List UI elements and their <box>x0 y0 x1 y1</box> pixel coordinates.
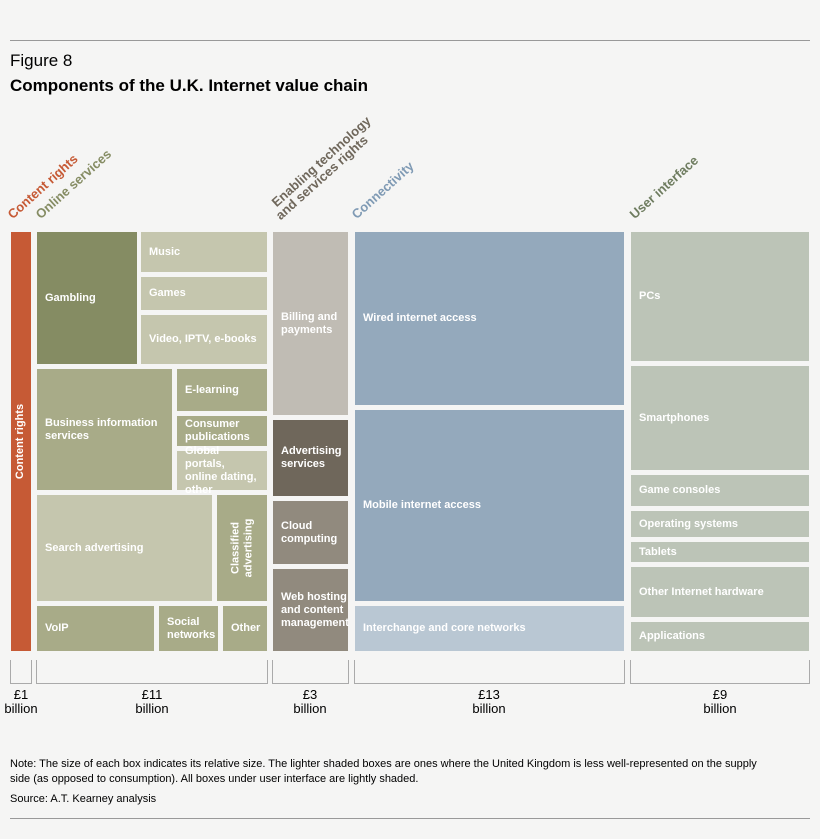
top-rule <box>10 40 810 41</box>
box-label: Content rights <box>14 403 27 480</box>
box: Search advertising <box>36 494 213 602</box>
box: Global portals, online dating, other <box>176 445 268 496</box>
column-header: Connectivity <box>348 158 417 222</box>
box: Content rights <box>10 231 32 652</box>
box: Mobile internet access <box>354 409 625 602</box>
box-label: Music <box>149 245 181 258</box>
box: Other <box>222 605 268 652</box>
column-total: £13 <box>478 687 500 702</box>
box-label: Other Internet hardware <box>639 585 764 598</box>
column-total: billion <box>4 701 38 716</box>
column-header: Enabling technology <box>268 113 374 210</box>
bracket <box>354 660 625 684</box>
box-label: Billing and payments <box>281 310 338 336</box>
column-total: billion <box>293 701 327 716</box>
box-label: PCs <box>639 290 661 302</box>
box-label: Games <box>149 287 186 299</box>
box: Web hosting and content management <box>272 568 349 652</box>
box-label: Consumer publications <box>185 418 250 443</box>
box: Interchange and core networks <box>354 605 625 652</box>
box: Smartphones <box>630 365 810 471</box>
figure-label: Figure 8 <box>10 51 73 70</box>
box-label: Web hosting and content management <box>281 590 349 629</box>
column-total: billion <box>472 701 506 716</box>
box: Cloud computing <box>272 500 349 565</box>
box: Wired internet access <box>354 231 625 406</box>
box-label: E-learning <box>185 383 239 396</box>
box: Video, IPTV, e-books <box>140 314 268 365</box>
box-label: Business information services <box>45 416 158 442</box>
bottom-rule <box>10 818 810 819</box>
bracket <box>630 660 810 684</box>
box: Consumer publications <box>176 415 268 447</box>
box: Applications <box>630 621 810 652</box>
column-total: billion <box>703 701 737 716</box>
title: Components of the U.K. Internet value ch… <box>10 76 368 95</box>
box-label: Applications <box>639 630 706 642</box>
box-label: Video, IPTV, e-books <box>149 333 257 345</box>
box: VoIP <box>36 605 155 652</box>
box: Game consoles <box>630 474 810 507</box>
box: Billing and payments <box>272 231 349 416</box>
box: Games <box>140 276 268 311</box>
column-total: £1 <box>13 687 29 702</box>
box-label: Operating systems <box>639 517 739 530</box>
box-label: Advertising services <box>281 445 342 470</box>
box: Operating systems <box>630 510 810 538</box>
box: E-learning <box>176 368 268 412</box>
bracket <box>10 660 32 684</box>
box: Other Internet hardware <box>630 566 810 618</box>
box: Music <box>140 231 268 273</box>
column-total: £11 <box>141 687 163 702</box>
box: Social networks <box>158 605 219 652</box>
bracket <box>272 660 349 684</box>
bracket <box>36 660 268 684</box>
box-label: Tablets <box>639 545 677 558</box>
box-label: Social networks <box>167 615 216 641</box>
column-total: £3 <box>302 687 318 702</box>
box-label: Classified advertising <box>229 518 254 578</box>
box-label: Interchange and core networks <box>363 622 526 634</box>
box: Advertising services <box>272 419 349 497</box>
box-label: Smartphones <box>639 411 710 424</box>
box-label: Wired internet access <box>363 312 477 324</box>
column-total: billion <box>135 701 169 716</box>
box: Classified advertising <box>216 494 268 602</box>
box: Gambling <box>36 231 138 365</box>
note: Note: The size of each box indicates its… <box>10 758 757 785</box>
box-label: Global portals, online dating, other <box>185 444 257 496</box>
box-label: Mobile internet access <box>363 499 481 511</box>
box: PCs <box>630 231 810 362</box>
box: Tablets <box>630 541 810 563</box>
box-label: VoIP <box>45 622 69 634</box>
box-label: Game consoles <box>639 484 721 496</box>
source: Source: A.T. Kearney analysis <box>10 793 157 805</box>
box-label: Search advertising <box>45 541 144 554</box>
box-label: Gambling <box>45 291 96 304</box>
column-total: £9 <box>712 687 728 702</box>
column-header: User interface <box>626 152 702 222</box>
box-label: Cloud computing <box>281 519 338 545</box>
box-label: Other <box>231 622 261 634</box>
box: Business information services <box>36 368 173 491</box>
